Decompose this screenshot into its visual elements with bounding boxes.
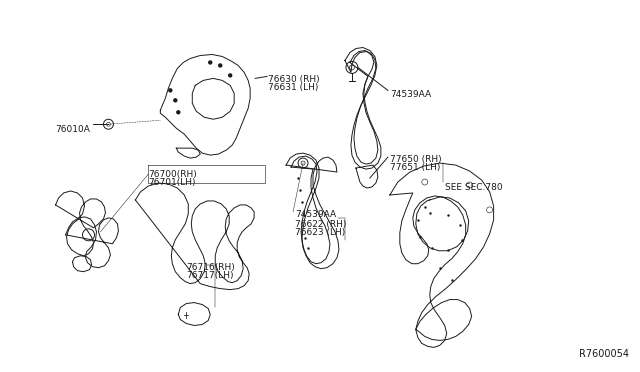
Text: 76716(RH): 76716(RH) [186, 263, 235, 272]
Text: 76630 (RH): 76630 (RH) [268, 76, 320, 84]
Text: 74539AA: 74539AA [390, 90, 431, 99]
Circle shape [228, 74, 232, 77]
Text: 76700(RH): 76700(RH) [148, 170, 197, 179]
Text: 77651 (LH): 77651 (LH) [390, 163, 440, 172]
Circle shape [219, 64, 221, 67]
Text: 76623 (LH): 76623 (LH) [295, 228, 346, 237]
Circle shape [177, 111, 180, 114]
Text: 76701(LH): 76701(LH) [148, 178, 196, 187]
Circle shape [209, 61, 212, 64]
Circle shape [169, 89, 172, 92]
Text: 76622 (RH): 76622 (RH) [295, 220, 346, 229]
Text: SEE SEC.780: SEE SEC.780 [445, 183, 502, 192]
Text: R7600054: R7600054 [579, 349, 629, 359]
Circle shape [174, 99, 177, 102]
Text: 74539AA: 74539AA [295, 210, 336, 219]
Text: 76631 (LH): 76631 (LH) [268, 83, 319, 92]
Text: 76717(LH): 76717(LH) [186, 271, 234, 280]
Text: 77650 (RH): 77650 (RH) [390, 155, 442, 164]
Text: 76010A: 76010A [56, 125, 90, 134]
